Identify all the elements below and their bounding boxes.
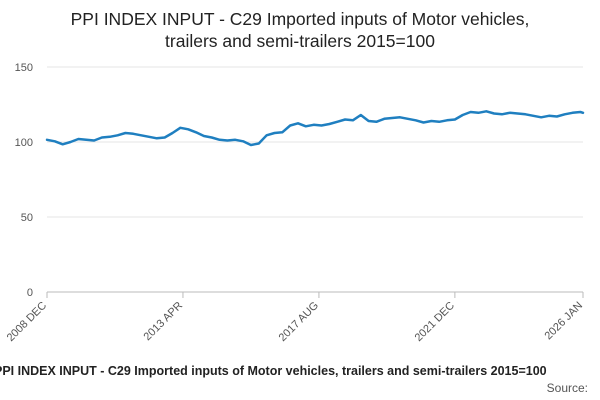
y-tick-label: 150 [15, 62, 33, 74]
chart-title-line-2: trailers and semi-trailers 2015=100 [165, 31, 435, 51]
y-tick-label: 100 [15, 137, 33, 149]
footer-source: Source: [546, 381, 588, 395]
x-tick-label: 2008 DEC [5, 300, 49, 344]
footer-caption: PPI INDEX INPUT - C29 Imported inputs of… [0, 364, 547, 378]
y-tick-label: 0 [27, 287, 33, 299]
y-tick-label: 50 [21, 212, 33, 224]
chart-title: PPI INDEX INPUT - C29 Imported inputs of… [0, 8, 600, 52]
x-tick-label: 2021 DEC [413, 300, 457, 344]
x-tick-label: 2017 AUG [277, 300, 321, 344]
x-tick-label: 2026 JAN [542, 300, 585, 343]
series-line [45, 110, 585, 147]
chart-title-line-1: PPI INDEX INPUT - C29 Imported inputs of… [70, 9, 530, 29]
x-tick-label: 2013 APR [142, 300, 186, 344]
